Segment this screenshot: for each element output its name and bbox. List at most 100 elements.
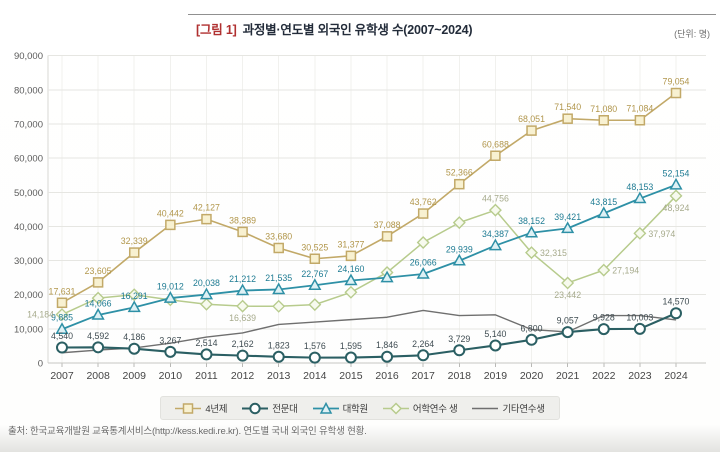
svg-text:40,000: 40,000 <box>14 222 43 233</box>
svg-text:2021: 2021 <box>556 370 580 382</box>
legend-item-1: 4년제 <box>175 401 228 415</box>
svg-text:14,066: 14,066 <box>85 298 112 308</box>
legend-label-3: 대학원 <box>342 404 369 415</box>
series-어학연수생 <box>55 189 683 322</box>
svg-text:40,442: 40,442 <box>157 208 184 218</box>
svg-text:43,762: 43,762 <box>410 197 437 207</box>
svg-text:2007: 2007 <box>50 370 74 382</box>
svg-text:3,729: 3,729 <box>448 334 470 344</box>
svg-text:2011: 2011 <box>195 370 218 382</box>
svg-text:21,535: 21,535 <box>265 273 292 283</box>
svg-text:2024: 2024 <box>664 370 688 382</box>
svg-text:2023: 2023 <box>628 370 652 382</box>
svg-text:30,525: 30,525 <box>301 242 328 252</box>
svg-text:52,154: 52,154 <box>663 168 690 178</box>
svg-text:2019: 2019 <box>484 370 508 382</box>
source-note: 출처: 한국교육개발원 교육통계서비스(http://kess.kedi.re.… <box>8 426 367 437</box>
svg-text:2014: 2014 <box>303 370 327 382</box>
svg-text:90,000: 90,000 <box>14 51 43 62</box>
svg-text:2,514: 2,514 <box>195 338 217 348</box>
circle-marker-icon <box>242 402 269 414</box>
svg-text:2009: 2009 <box>123 370 147 382</box>
svg-text:23,442: 23,442 <box>554 290 581 300</box>
svg-text:16,639: 16,639 <box>229 313 256 323</box>
svg-text:80,000: 80,000 <box>14 85 43 96</box>
svg-text:32,339: 32,339 <box>121 236 148 246</box>
svg-text:1,846: 1,846 <box>376 340 398 350</box>
legend-label-1: 4년제 <box>205 404 228 415</box>
svg-text:3,267: 3,267 <box>159 335 181 345</box>
svg-text:20,038: 20,038 <box>193 278 220 288</box>
series-4년제 <box>56 87 682 309</box>
svg-text:9,928: 9,928 <box>593 313 615 323</box>
legend-label-2: 전문대 <box>272 404 298 415</box>
svg-text:31,377: 31,377 <box>337 239 364 249</box>
figure-title-text: 과정별·연도별 외국인 유학생 수(2007~2024) <box>242 23 473 37</box>
diamond-marker-icon <box>382 401 409 415</box>
svg-text:29,939: 29,939 <box>446 244 473 254</box>
svg-text:2008: 2008 <box>86 370 110 382</box>
legend-item-5: 기타연수생 <box>472 401 545 415</box>
svg-text:37,088: 37,088 <box>374 220 401 230</box>
legend: 4년제 전문대 대학원 어학연수 생 기타연수생 <box>160 396 560 420</box>
svg-text:38,152: 38,152 <box>518 216 545 226</box>
figure-title-bracket: [그림 1] <box>196 23 237 37</box>
svg-text:24,160: 24,160 <box>337 264 364 274</box>
svg-text:2010: 2010 <box>159 370 183 382</box>
legend-label-4: 어학연수 생 <box>412 404 458 415</box>
svg-text:68,051: 68,051 <box>518 114 545 124</box>
svg-text:22,767: 22,767 <box>301 269 328 279</box>
svg-text:32,315: 32,315 <box>540 248 567 258</box>
svg-text:33,680: 33,680 <box>265 231 292 241</box>
svg-text:2017: 2017 <box>411 370 435 382</box>
svg-text:42,127: 42,127 <box>193 203 220 213</box>
svg-text:2015: 2015 <box>339 370 363 382</box>
svg-text:10,003: 10,003 <box>626 312 653 322</box>
svg-text:1,595: 1,595 <box>340 341 362 351</box>
figure-title: [그림 1] 과정별·연도별 외국인 유학생 수(2007~2024) <box>196 19 472 38</box>
svg-text:16,291: 16,291 <box>121 291 148 301</box>
svg-text:52,366: 52,366 <box>446 168 473 178</box>
svg-text:44,756: 44,756 <box>482 194 509 204</box>
legend-item-3: 대학원 <box>312 401 369 415</box>
svg-text:1,576: 1,576 <box>304 341 326 351</box>
svg-text:37,974: 37,974 <box>648 229 675 239</box>
svg-text:2018: 2018 <box>448 370 472 382</box>
svg-text:9,057: 9,057 <box>557 316 579 326</box>
svg-text:1,823: 1,823 <box>268 340 290 350</box>
triangle-marker-icon <box>312 401 339 414</box>
svg-text:17,631: 17,631 <box>49 286 76 296</box>
svg-text:2012: 2012 <box>231 370 255 382</box>
square-marker-icon <box>175 402 202 414</box>
svg-text:19,012: 19,012 <box>157 282 184 292</box>
svg-text:38,389: 38,389 <box>229 215 256 225</box>
svg-text:0: 0 <box>38 359 43 370</box>
svg-text:2,264: 2,264 <box>412 339 434 349</box>
svg-text:21,212: 21,212 <box>229 274 256 284</box>
data-labels: 17,631 23,605 32,339 40,442 42,127 38,389 33,6… <box>27 77 689 352</box>
svg-text:60,000: 60,000 <box>14 154 43 165</box>
svg-text:10,000: 10,000 <box>14 324 43 335</box>
svg-text:60,688: 60,688 <box>482 139 509 149</box>
svg-text:6,800: 6,800 <box>521 323 543 333</box>
svg-text:71,080: 71,080 <box>590 104 617 114</box>
svg-text:2022: 2022 <box>592 370 616 382</box>
svg-text:2,162: 2,162 <box>232 339 254 349</box>
svg-text:48,924: 48,924 <box>663 203 690 213</box>
svg-text:43,815: 43,815 <box>590 197 617 207</box>
svg-text:5,140: 5,140 <box>484 329 506 339</box>
svg-text:79,054: 79,054 <box>663 77 690 87</box>
legend-item-4: 어학연수 생 <box>382 401 458 415</box>
unit-note: (단위: 명) <box>674 29 710 39</box>
svg-text:4,540: 4,540 <box>51 331 73 341</box>
plain-line-icon <box>472 407 499 409</box>
legend-label-5: 기타연수생 <box>502 404 545 415</box>
legend-container: 4년제 전문대 대학원 어학연수 생 기타연수생 <box>0 396 720 420</box>
svg-text:2016: 2016 <box>375 370 399 382</box>
svg-text:23,605: 23,605 <box>85 266 112 276</box>
series-기타연수생 <box>61 309 677 354</box>
x-axis-labels: 2007 2008 2009 2010 2011 2012 2013 2014 2015 2016… <box>50 370 688 382</box>
svg-text:48,153: 48,153 <box>626 182 653 192</box>
svg-text:4,186: 4,186 <box>123 332 145 342</box>
svg-text:20,000: 20,000 <box>14 290 43 301</box>
